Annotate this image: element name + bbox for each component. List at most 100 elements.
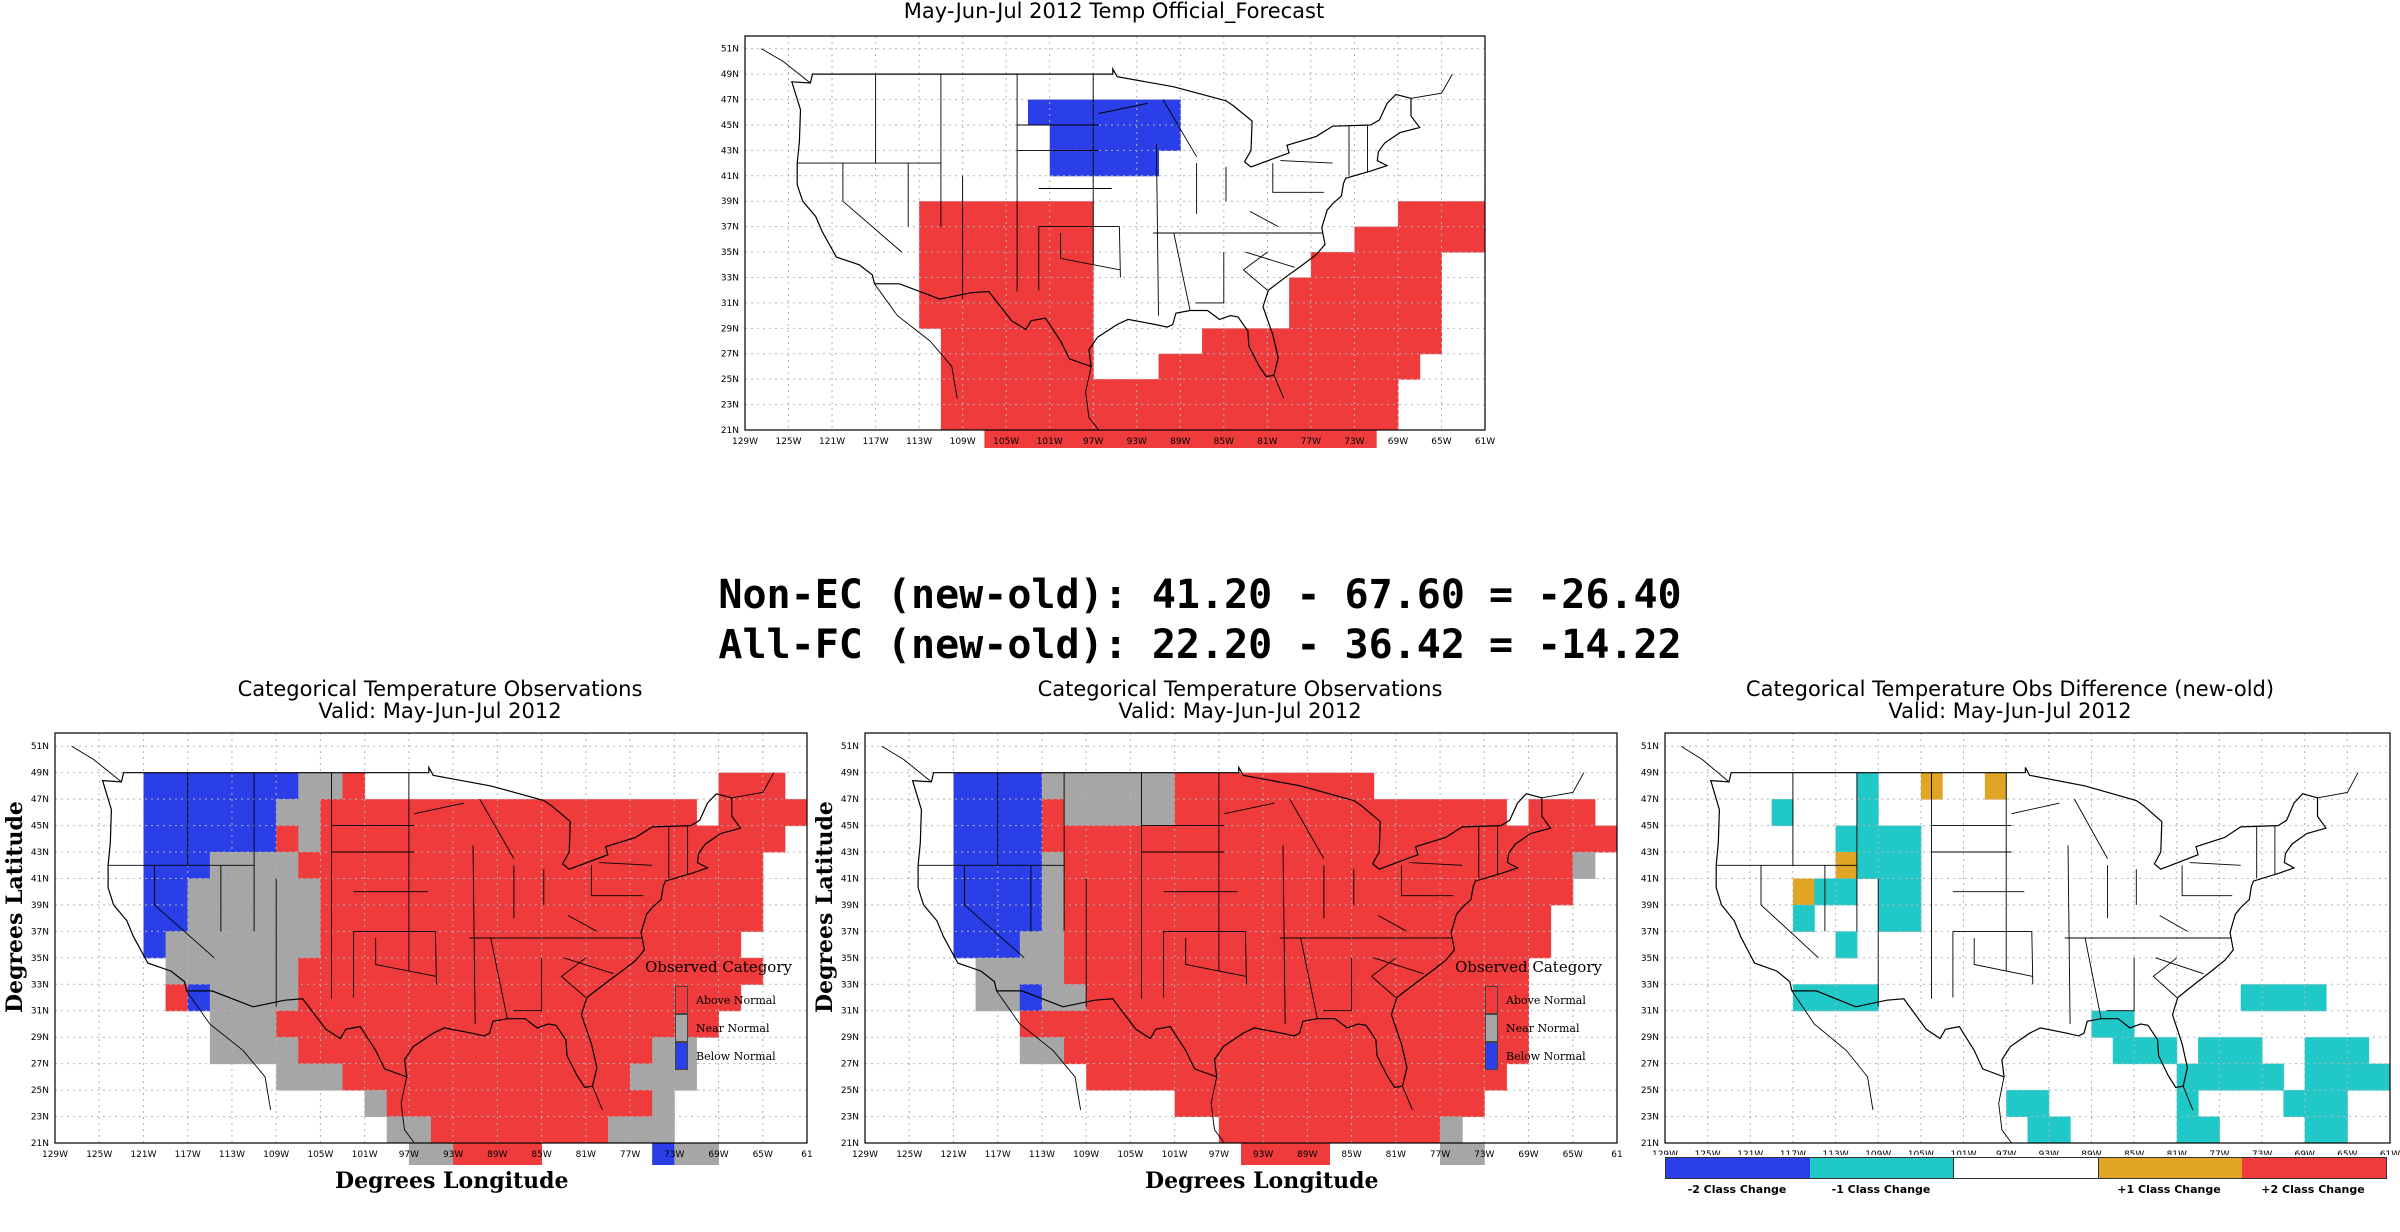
grid-cell [718,825,742,853]
colorbar-plus1 [2098,1158,2243,1178]
grid-cell [1285,1116,1308,1144]
lat-tick-label: 27N [1641,1060,1659,1070]
above-normal-swatch [1485,986,1498,1014]
boundary-line [1185,938,1247,977]
lat-tick-label: 51N [1641,742,1659,752]
grid-cell [408,984,432,1012]
grid-cell [1395,957,1419,985]
grid-cell [1285,1143,1308,1165]
grid-cell [431,904,454,932]
boundary-line [1280,160,1333,164]
lat-tick-label: 25N [841,1086,859,1096]
boundary-line [1370,957,1397,998]
grid-cell [1019,799,1043,827]
grid-cell [1006,379,1029,406]
grid-cell [342,852,366,879]
grid-cell [1136,379,1160,406]
grid-cell [497,957,520,985]
grid-cell [1440,1090,1463,1118]
grid-cell [1241,772,1264,800]
grid-cell [1528,825,1552,853]
lon-tick-label: 77W [1301,437,1321,447]
grid-cell [1419,201,1442,228]
boundary-line [2152,957,2178,998]
grid-cell [1152,984,1176,1012]
boundary-line [1210,1076,1225,1144]
grid-cell [563,1090,587,1118]
grid-cell [1376,226,1399,253]
grid-cell [1071,124,1094,151]
above-normal-label: Above Normal [696,993,776,1007]
grid-cell [1354,252,1377,278]
grid-cell [1263,1063,1286,1091]
grid-cell [298,957,321,985]
lon-tick-label: 85W [1214,437,1234,447]
lon-tick-label: 89W [1297,1150,1317,1160]
grid-cell [1136,124,1160,151]
grid-cell [1878,825,1901,853]
grid-cell [740,904,764,932]
grid-cell [784,799,808,827]
grid-cell [953,825,977,853]
grid-cell [254,984,277,1012]
grid-cell [1006,302,1029,329]
grid-cell [431,1090,454,1118]
grid-cell [1196,772,1220,800]
grid-cell [475,1063,498,1091]
colorbar-minus1 [1809,1158,1954,1178]
grid-cell [497,931,520,959]
grid-cell [1027,302,1051,329]
grid-cell [1463,226,1486,253]
grid-cell [975,878,999,906]
grid-cell [1462,799,1485,827]
grid-cell [1307,957,1330,985]
grid-cell [2326,1063,2348,1091]
lat-tick-label: 37N [841,927,859,937]
lat-tick-label: 31N [31,1007,49,1017]
grid-cell [386,1037,410,1065]
grid-cell [1332,252,1355,278]
lon-tick-label: 81W [1386,1150,1406,1160]
grid-cell [1417,1116,1441,1144]
boundary-line [1402,1085,1413,1111]
grid-cell [1484,799,1507,827]
boundary-line [1409,862,1463,866]
grid-cell [1108,878,1131,906]
grid-cell [298,1037,321,1065]
grid-cell [276,1063,299,1091]
grid-cell [1376,379,1399,406]
grid-cell [1064,825,1087,853]
grid-cell [1064,1037,1087,1065]
grid-cell [1856,825,1879,853]
grid-cell [1395,1010,1419,1038]
lon-tick-label: 89W [1170,437,1190,447]
grid-cell [1071,302,1094,329]
lat-tick-label: 41N [841,874,859,884]
grid-cell [1049,404,1072,431]
grid-cell [2347,1037,2370,1065]
lat-tick-label: 27N [721,350,739,360]
grid-cell [1594,825,1618,853]
boundary-line [1245,251,1295,268]
grid-cell [1395,984,1419,1012]
colorbar-label-plus2: +2 Class Change [2261,1183,2365,1196]
obs-mid-y-axis-label: Degrees Latitude [812,801,838,1013]
grid-cell [1285,1063,1308,1091]
grid-cell [1878,904,1901,932]
grid-cell [231,931,255,959]
grid-cell [209,957,233,985]
grid-cell [975,984,999,1012]
grid-cell [1245,379,1268,406]
lat-tick-label: 23N [31,1113,49,1123]
grid-cell [453,799,476,827]
grid-cell [453,1116,476,1144]
grid-cell [276,772,299,800]
boundary-line [2031,931,2034,985]
grid-cell [1397,201,1421,228]
grid-cell [585,1063,609,1091]
grid-cell [1071,379,1094,406]
grid-cell [1354,226,1377,253]
grid-cell [1771,799,1794,827]
grid-cell [607,1037,631,1065]
grid-cell [1108,1010,1131,1038]
